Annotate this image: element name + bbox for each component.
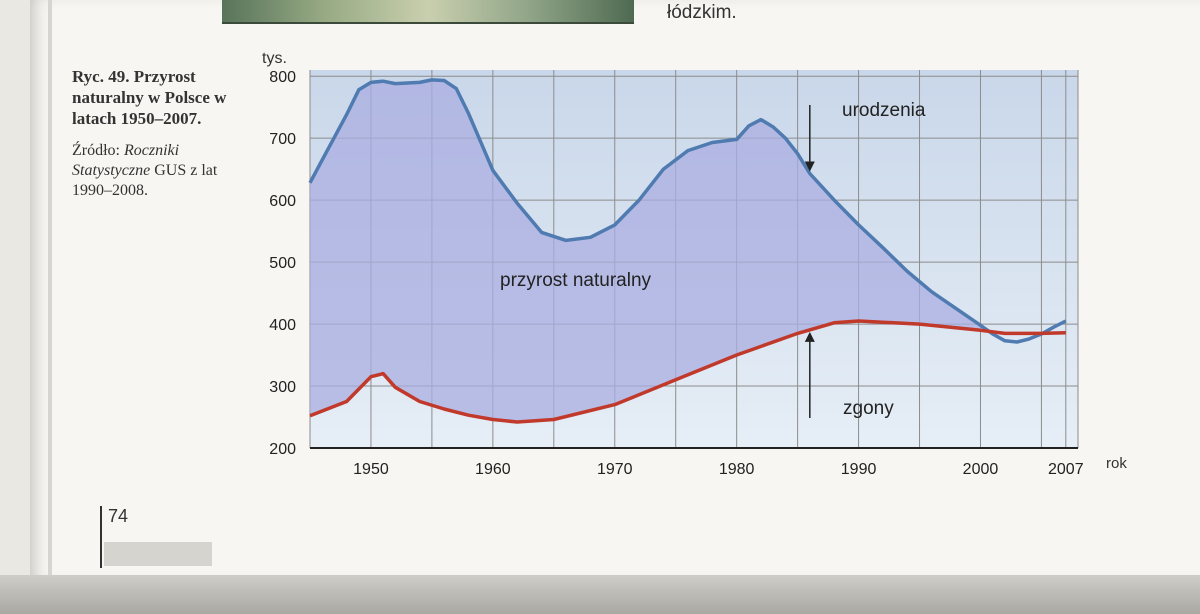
caption-source-label: Źródło: xyxy=(72,142,124,159)
photo-fragment xyxy=(222,0,634,24)
y-tick-label: 200 xyxy=(269,441,296,458)
x-tick-label: 1970 xyxy=(597,461,633,478)
y-tick-label: 600 xyxy=(269,193,296,210)
x-tick-labels: 1950 1960 1970 1980 1990 2000 2007 xyxy=(353,461,1084,478)
page-edge xyxy=(0,575,1200,614)
x-tick-label: 2007 xyxy=(1048,461,1084,478)
y-tick-label: 300 xyxy=(269,379,296,396)
book-spine xyxy=(48,0,52,575)
y-tick-label: 400 xyxy=(269,317,296,334)
x-tick-label: 1960 xyxy=(475,461,511,478)
x-tick-label: 1950 xyxy=(353,461,389,478)
y-tick-labels: 200 300 400 500 600 700 800 xyxy=(269,69,296,458)
figure-caption: Ryc. 49. Przyrost naturalny w Polsce w l… xyxy=(72,66,252,201)
page-number: 74 xyxy=(100,506,128,568)
caption-title: Ryc. 49. Przyrost naturalny w Polsce w l… xyxy=(72,67,227,128)
body-text-fragment: łódzkim. xyxy=(667,2,737,23)
x-tick-label: 1990 xyxy=(841,461,877,478)
births-line xyxy=(308,78,1067,344)
births-annotation-label: urodzenia xyxy=(842,100,926,121)
y-axis-label: tys. xyxy=(262,50,287,67)
deaths-arrowhead xyxy=(804,331,815,342)
y-tick-label: 700 xyxy=(269,131,296,148)
page-tab xyxy=(104,542,212,566)
caption-source: Źródło: Roczniki Statystyczne GUS z lat … xyxy=(72,141,252,201)
natural-increase-label: przyrost naturalny xyxy=(500,270,652,291)
annotations: urodzenia zgony przyrost naturalny xyxy=(500,100,926,419)
natural-increase-area xyxy=(310,79,996,423)
caption-source-rest: GUS z lat 1990–2008. xyxy=(72,162,218,199)
x-axis-label: rok xyxy=(1106,455,1127,472)
deaths-line xyxy=(309,319,1066,424)
caption-source-italic: Roczniki Statystyczne xyxy=(72,142,180,179)
x-tick-label: 1980 xyxy=(719,461,755,478)
births-arrowhead xyxy=(804,161,815,172)
deaths-annotation-label: zgony xyxy=(843,398,894,419)
y-tick-label: 500 xyxy=(269,255,296,272)
y-tick-label: 800 xyxy=(269,69,296,86)
x-tick-label: 2000 xyxy=(963,461,999,478)
